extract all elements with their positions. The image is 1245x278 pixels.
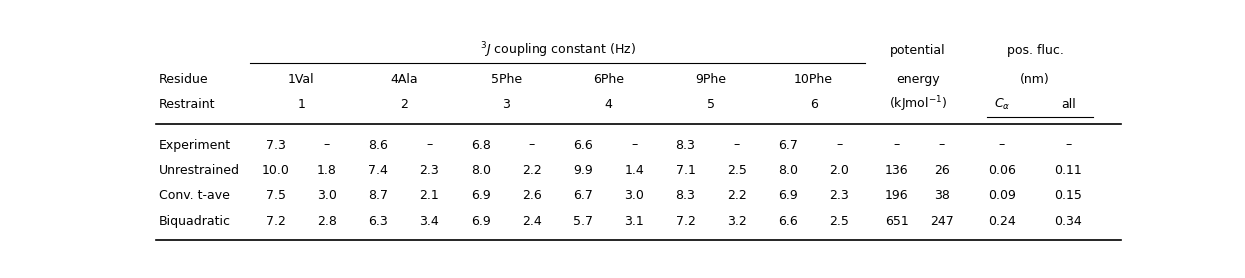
Text: 0.11: 0.11	[1055, 164, 1082, 177]
Text: 8.6: 8.6	[369, 138, 388, 152]
Text: 8.3: 8.3	[676, 138, 696, 152]
Text: 2.4: 2.4	[522, 215, 542, 228]
Text: 6.9: 6.9	[778, 189, 798, 202]
Text: 7.5: 7.5	[265, 189, 286, 202]
Text: 26: 26	[934, 164, 950, 177]
Text: 7.3: 7.3	[266, 138, 286, 152]
Text: 5: 5	[707, 98, 715, 111]
Text: 196: 196	[885, 189, 909, 202]
Text: 10Phe: 10Phe	[794, 73, 833, 86]
Text: 6.3: 6.3	[369, 215, 388, 228]
Text: 2.5: 2.5	[829, 215, 849, 228]
Text: –: –	[426, 138, 432, 152]
Text: 6.9: 6.9	[471, 189, 491, 202]
Text: (kJmol$^{-1}$): (kJmol$^{-1}$)	[889, 95, 947, 114]
Text: 6.6: 6.6	[778, 215, 798, 228]
Text: 5.7: 5.7	[573, 215, 593, 228]
Text: 38: 38	[934, 189, 950, 202]
Text: 8.7: 8.7	[369, 189, 388, 202]
Text: 8.3: 8.3	[676, 189, 696, 202]
Text: 1Val: 1Val	[288, 73, 315, 86]
Text: 4: 4	[605, 98, 613, 111]
Text: 5Phe: 5Phe	[491, 73, 522, 86]
Text: 9.9: 9.9	[573, 164, 593, 177]
Text: –: –	[324, 138, 330, 152]
Text: 651: 651	[885, 215, 909, 228]
Text: 2.2: 2.2	[522, 164, 542, 177]
Text: 3.2: 3.2	[727, 215, 747, 228]
Text: 6.8: 6.8	[471, 138, 491, 152]
Text: 6.9: 6.9	[471, 215, 491, 228]
Text: 6.6: 6.6	[573, 138, 593, 152]
Text: 1.4: 1.4	[625, 164, 644, 177]
Text: –: –	[1066, 138, 1072, 152]
Text: all: all	[1061, 98, 1076, 111]
Text: 4Ala: 4Ala	[390, 73, 417, 86]
Text: 6: 6	[809, 98, 818, 111]
Text: 0.09: 0.09	[987, 189, 1016, 202]
Text: –: –	[894, 138, 900, 152]
Text: 136: 136	[885, 164, 909, 177]
Text: 2.1: 2.1	[420, 189, 439, 202]
Text: Experiment: Experiment	[158, 138, 230, 152]
Text: 2.2: 2.2	[727, 189, 747, 202]
Text: 8.0: 8.0	[471, 164, 491, 177]
Text: 3.4: 3.4	[420, 215, 439, 228]
Text: energy: energy	[896, 73, 940, 86]
Text: Biquadratic: Biquadratic	[158, 215, 230, 228]
Text: 1.8: 1.8	[317, 164, 337, 177]
Text: 0.06: 0.06	[987, 164, 1016, 177]
Text: 1: 1	[298, 98, 305, 111]
Text: 9Phe: 9Phe	[696, 73, 727, 86]
Text: –: –	[939, 138, 945, 152]
Text: $^{3}J$ coupling constant (Hz): $^{3}J$ coupling constant (Hz)	[479, 41, 635, 60]
Text: 7.2: 7.2	[676, 215, 696, 228]
Text: 0.34: 0.34	[1055, 215, 1082, 228]
Text: Restraint: Restraint	[158, 98, 215, 111]
Text: 3.0: 3.0	[317, 189, 337, 202]
Text: 7.1: 7.1	[676, 164, 696, 177]
Text: 3: 3	[502, 98, 510, 111]
Text: –: –	[733, 138, 740, 152]
Text: 2.3: 2.3	[420, 164, 439, 177]
Text: 2.3: 2.3	[829, 189, 849, 202]
Text: pos. fluc.: pos. fluc.	[1007, 44, 1063, 57]
Text: 7.4: 7.4	[369, 164, 388, 177]
Text: 2.8: 2.8	[317, 215, 337, 228]
Text: 247: 247	[930, 215, 954, 228]
Text: –: –	[998, 138, 1005, 152]
Text: 2.5: 2.5	[727, 164, 747, 177]
Text: Residue: Residue	[158, 73, 208, 86]
Text: 3.1: 3.1	[625, 215, 644, 228]
Text: 0.24: 0.24	[989, 215, 1016, 228]
Text: 8.0: 8.0	[778, 164, 798, 177]
Text: –: –	[837, 138, 843, 152]
Text: 2.6: 2.6	[522, 189, 542, 202]
Text: 10.0: 10.0	[261, 164, 290, 177]
Text: 6Phe: 6Phe	[593, 73, 624, 86]
Text: –: –	[529, 138, 535, 152]
Text: 7.2: 7.2	[266, 215, 286, 228]
Text: 3.0: 3.0	[625, 189, 644, 202]
Text: 2: 2	[400, 98, 408, 111]
Text: 6.7: 6.7	[573, 189, 593, 202]
Text: (nm): (nm)	[1020, 73, 1050, 86]
Text: 0.15: 0.15	[1055, 189, 1082, 202]
Text: 2.0: 2.0	[829, 164, 849, 177]
Text: $C_{\alpha}$: $C_{\alpha}$	[994, 97, 1010, 112]
Text: Unrestrained: Unrestrained	[158, 164, 239, 177]
Text: potential: potential	[890, 44, 946, 57]
Text: Conv. t-ave: Conv. t-ave	[158, 189, 229, 202]
Text: 6.7: 6.7	[778, 138, 798, 152]
Text: –: –	[631, 138, 637, 152]
